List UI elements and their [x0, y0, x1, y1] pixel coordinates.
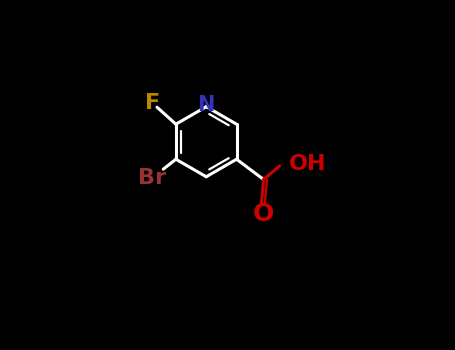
Text: F: F	[146, 93, 161, 113]
Text: N: N	[197, 95, 215, 116]
Text: O: O	[253, 202, 273, 226]
Text: OH: OH	[288, 154, 326, 174]
Text: Br: Br	[138, 168, 166, 188]
